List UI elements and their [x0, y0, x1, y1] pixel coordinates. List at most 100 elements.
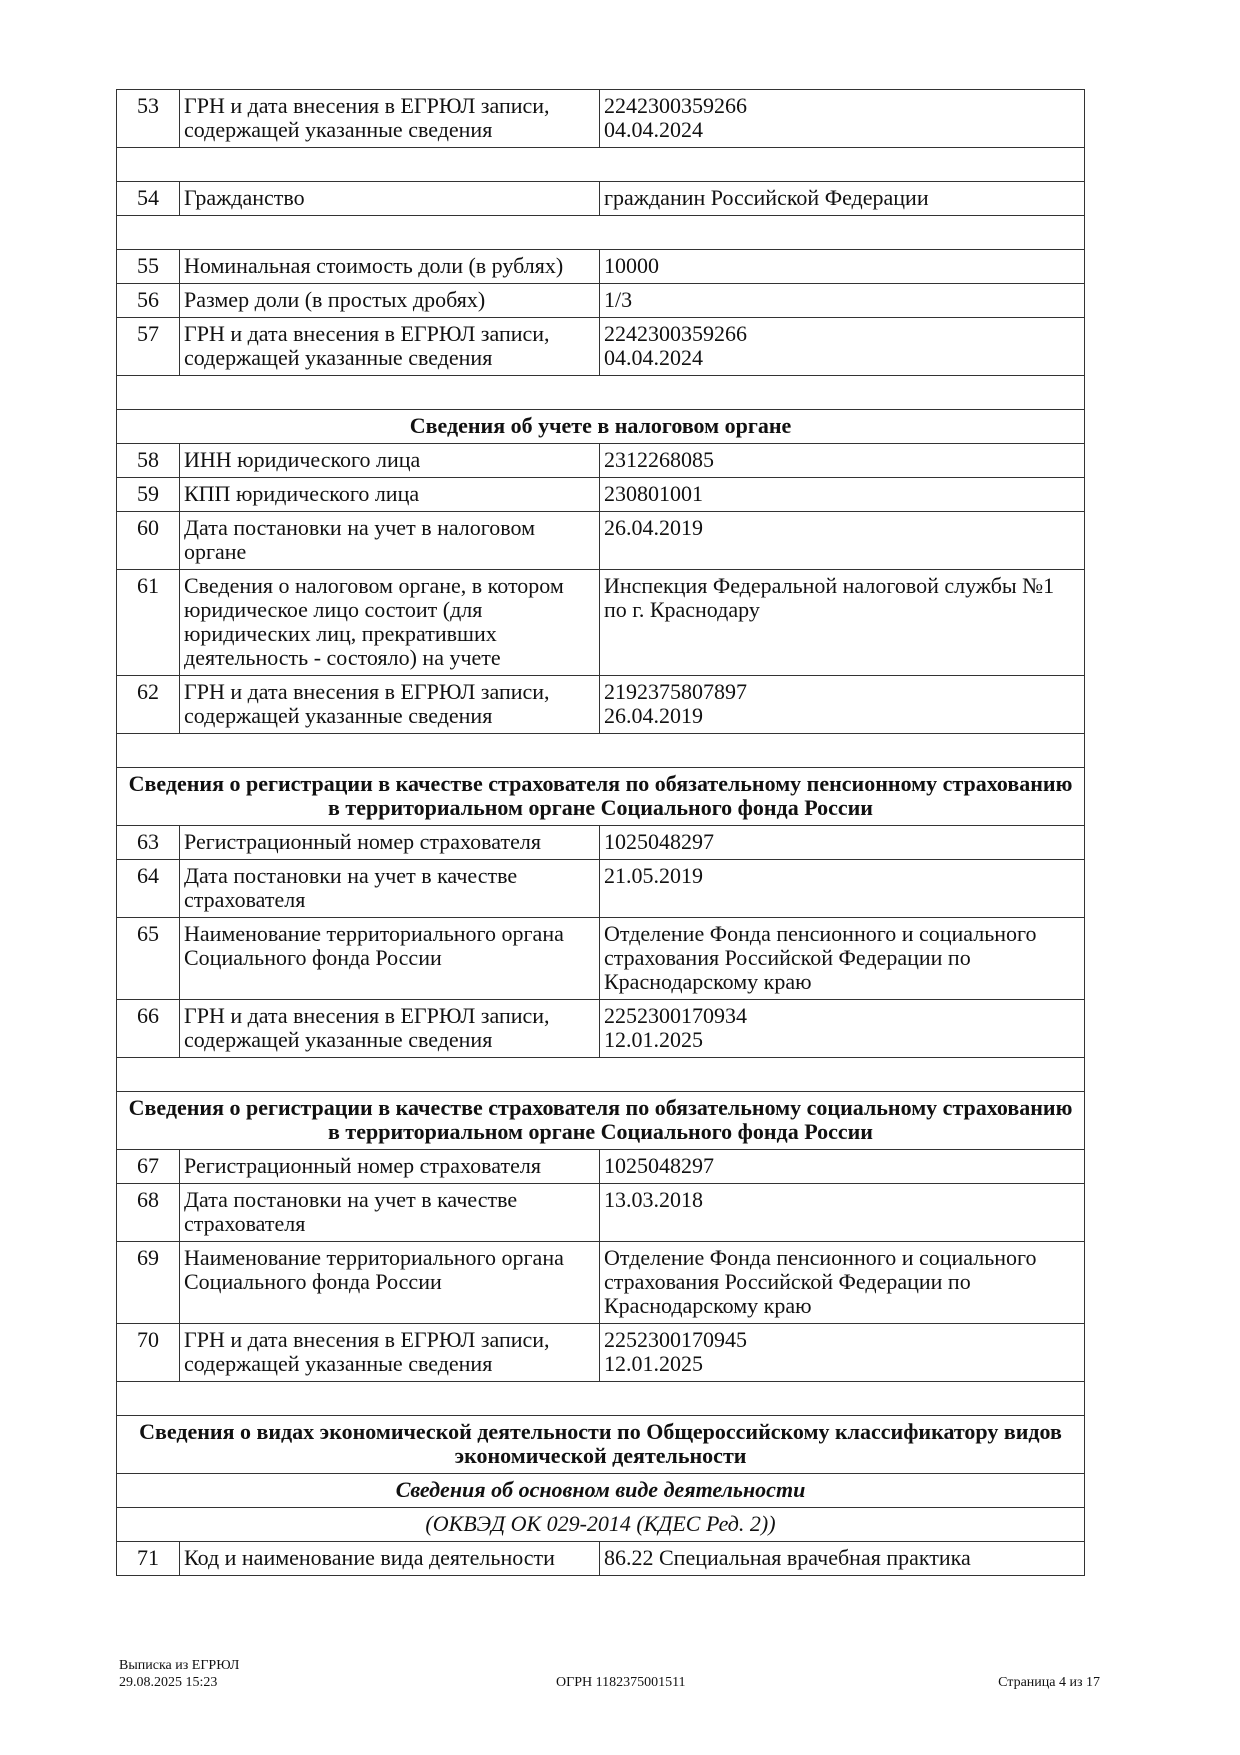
table-row: 57 ГРН и дата внесения в ЕГРЮЛ записи, со… [116, 317, 1085, 376]
row-number: 68 [116, 1183, 180, 1242]
section-header: Сведения о видах экономической деятельно… [116, 1415, 1085, 1474]
footer-doc-title: Выписка из ЕГРЮЛ [119, 1658, 240, 1673]
table-row: 55 Номинальная стоимость доли (в рублях) 1… [116, 249, 1085, 284]
spacer-cell [116, 1057, 1085, 1092]
row-number: 53 [116, 89, 180, 148]
spacer-cell [116, 147, 1085, 182]
row-label: Номинальная стоимость доли (в рублях) [179, 249, 600, 284]
row-value: 1/3 [599, 283, 1085, 318]
row-number: 62 [116, 675, 180, 734]
row-value: 2242300359266 04.04.2024 [599, 317, 1085, 376]
footer-ogrn: ОГРН 1182375001511 [556, 1675, 686, 1690]
table-row: 66 ГРН и дата внесения в ЕГРЮЛ записи, со… [116, 999, 1085, 1058]
table-row: 69 Наименование территориального органа С… [116, 1241, 1085, 1324]
row-number: 54 [116, 181, 180, 216]
section-header: Сведения о регистрации в качестве страхо… [116, 1091, 1085, 1150]
section-header: Сведения о регистрации в качестве страхо… [116, 767, 1085, 826]
spacer-cell [116, 733, 1085, 768]
classifier-header: (ОКВЭД ОК 029-2014 (КДЕС Ред. 2)) [116, 1507, 1085, 1542]
row-label: Размер доли (в простых дробях) [179, 283, 600, 318]
row-number: 69 [116, 1241, 180, 1324]
egrul-extract-table: 53 ГРН и дата внесения в ЕГРЮЛ записи, со… [116, 89, 1085, 1576]
row-label: ГРН и дата внесения в ЕГРЮЛ записи, соде… [179, 89, 600, 148]
row-value: 21.05.2019 [599, 859, 1085, 918]
row-label: Наименование территориального органа Соц… [179, 1241, 600, 1324]
row-label: Наименование территориального органа Соц… [179, 917, 600, 1000]
row-value: 1025048297 [599, 825, 1085, 860]
spacer-row [116, 215, 1085, 250]
table-row: 58 ИНН юридического лица 2312268085 [116, 443, 1085, 478]
row-label: ГРН и дата внесения в ЕГРЮЛ записи, соде… [179, 1323, 600, 1382]
row-label: ГРН и дата внесения в ЕГРЮЛ записи, соде… [179, 675, 600, 734]
spacer-cell [116, 1381, 1085, 1416]
spacer-row [116, 147, 1085, 182]
row-number: 65 [116, 917, 180, 1000]
row-label: Дата постановки на учет в качестве страх… [179, 859, 600, 918]
row-value: 2252300170934 12.01.2025 [599, 999, 1085, 1058]
table-row: 71 Код и наименование вида деятельности 86… [116, 1541, 1085, 1576]
row-value: 230801001 [599, 477, 1085, 512]
row-value: 86.22 Специальная врачебная практика [599, 1541, 1085, 1576]
section-header: Сведения об учете в налоговом органе [116, 409, 1085, 444]
row-label: Регистрационный номер страхователя [179, 825, 600, 860]
table-row: 53 ГРН и дата внесения в ЕГРЮЛ записи, со… [116, 89, 1085, 148]
footer-page-number: Страница 4 из 17 [998, 1675, 1100, 1690]
table-row: 67 Регистрационный номер страхователя 1025… [116, 1149, 1085, 1184]
table-row: 54 Гражданство гражданин Российской Федера… [116, 181, 1085, 216]
table-row: 68 Дата постановки на учет в качестве стр… [116, 1183, 1085, 1242]
row-number: 58 [116, 443, 180, 478]
table-row: 64 Дата постановки на учет в качестве стр… [116, 859, 1085, 918]
row-number: 59 [116, 477, 180, 512]
table-row: 60 Дата постановки на учет в налоговом ор… [116, 511, 1085, 570]
row-number: 66 [116, 999, 180, 1058]
row-number: 60 [116, 511, 180, 570]
row-value: 13.03.2018 [599, 1183, 1085, 1242]
row-number: 64 [116, 859, 180, 918]
row-label: Код и наименование вида деятельности [179, 1541, 600, 1576]
spacer-row [116, 733, 1085, 768]
row-value: 10000 [599, 249, 1085, 284]
table-row: 56 Размер доли (в простых дробях) 1/3 [116, 283, 1085, 318]
row-label: Гражданство [179, 181, 600, 216]
row-label: КПП юридического лица [179, 477, 600, 512]
table-row: 61 Сведения о налоговом органе, в котором… [116, 569, 1085, 676]
header-text: Сведения об учете в налоговом органе [116, 409, 1085, 444]
footer-left: Выписка из ЕГРЮЛ 29.08.2025 15:23 [119, 1657, 239, 1691]
header-text: Сведения о видах экономической деятельно… [116, 1415, 1085, 1474]
row-label: ГРН и дата внесения в ЕГРЮЛ записи, соде… [179, 999, 600, 1058]
row-number: 67 [116, 1149, 180, 1184]
spacer-row [116, 1057, 1085, 1092]
row-label: Регистрационный номер страхователя [179, 1149, 600, 1184]
row-number: 57 [116, 317, 180, 376]
table-row: 59 КПП юридического лица 230801001 [116, 477, 1085, 512]
row-value: 2192375807897 26.04.2019 [599, 675, 1085, 734]
table-row: 70 ГРН и дата внесения в ЕГРЮЛ записи, со… [116, 1323, 1085, 1382]
table-row: 62 ГРН и дата внесения в ЕГРЮЛ записи, со… [116, 675, 1085, 734]
header-text: Сведения о регистрации в качестве страхо… [116, 1091, 1085, 1150]
row-value: Инспекция Федеральной налоговой службы №… [599, 569, 1085, 676]
row-value: 26.04.2019 [599, 511, 1085, 570]
row-number: 71 [116, 1541, 180, 1576]
table-row: 63 Регистрационный номер страхователя 1025… [116, 825, 1085, 860]
header-text: Сведения об основном виде деятельности [116, 1473, 1085, 1508]
row-label: Дата постановки на учет в налоговом орга… [179, 511, 600, 570]
spacer-row [116, 375, 1085, 410]
row-number: 63 [116, 825, 180, 860]
header-text: Сведения о регистрации в качестве страхо… [116, 767, 1085, 826]
row-number: 56 [116, 283, 180, 318]
row-number: 61 [116, 569, 180, 676]
spacer-row [116, 1381, 1085, 1416]
row-value: Отделение Фонда пенсионного и социальног… [599, 917, 1085, 1000]
row-value: 2252300170945 12.01.2025 [599, 1323, 1085, 1382]
table-row: 65 Наименование территориального органа С… [116, 917, 1085, 1000]
spacer-cell [116, 375, 1085, 410]
footer-datetime: 29.08.2025 15:23 [119, 1675, 218, 1690]
row-label: Сведения о налоговом органе, в котором ю… [179, 569, 600, 676]
row-number: 70 [116, 1323, 180, 1382]
row-label: ГРН и дата внесения в ЕГРЮЛ записи, соде… [179, 317, 600, 376]
row-value: 2312268085 [599, 443, 1085, 478]
row-value: гражданин Российской Федерации [599, 181, 1085, 216]
subsection-header: Сведения об основном виде деятельности [116, 1473, 1085, 1508]
row-value: 1025048297 [599, 1149, 1085, 1184]
row-number: 55 [116, 249, 180, 284]
